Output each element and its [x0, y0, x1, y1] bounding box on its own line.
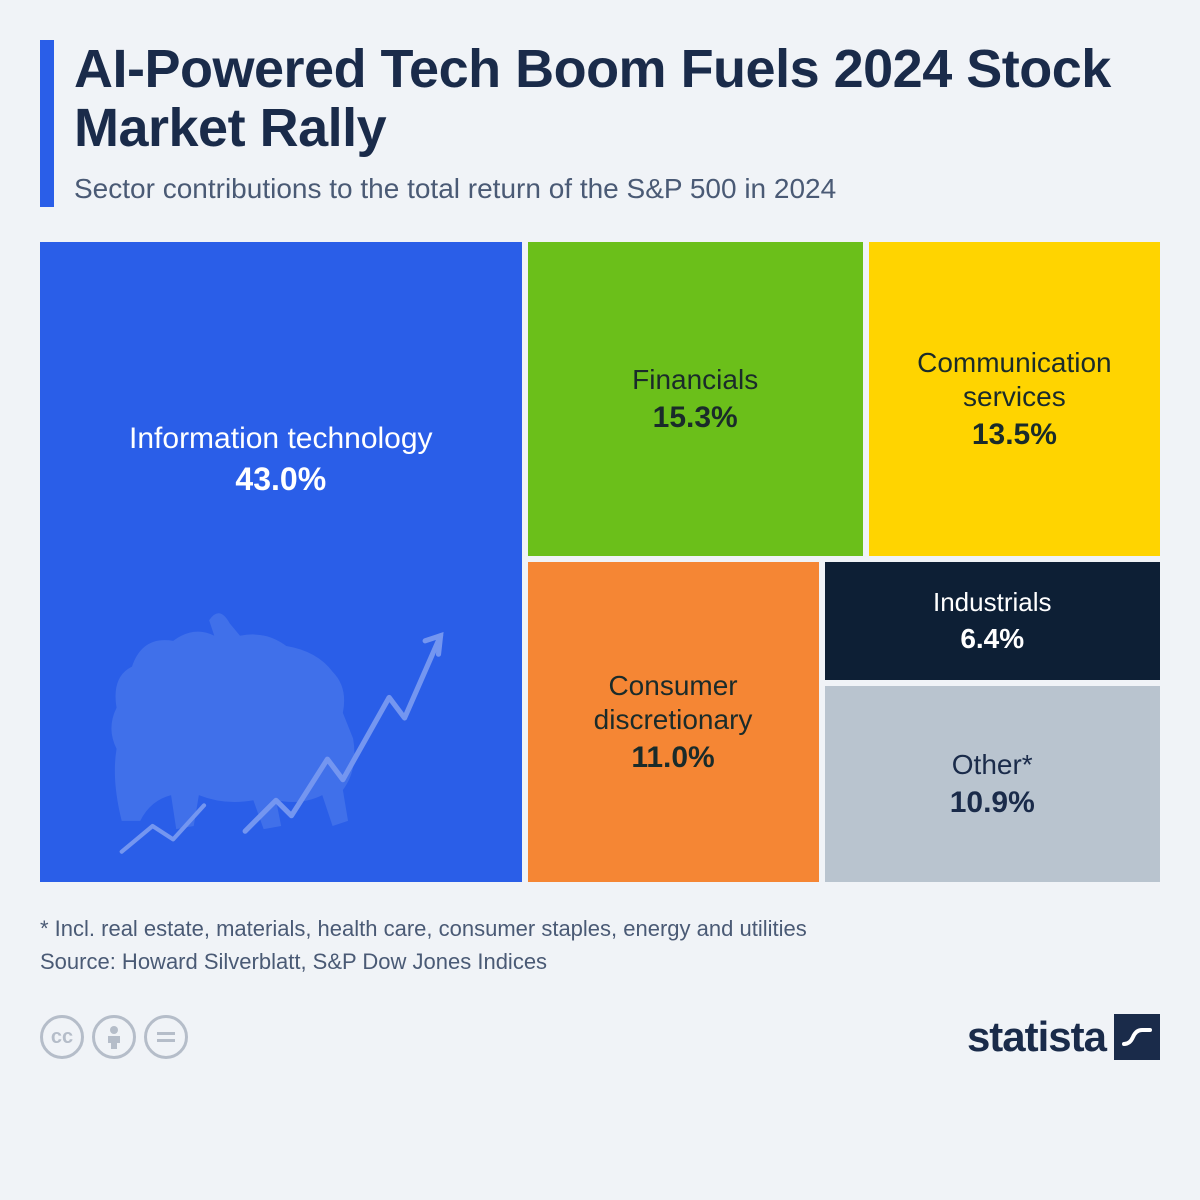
treemap-right-column: Financials 15.3% Communication services … — [528, 242, 1160, 882]
cell-content: Information technology 43.0% — [40, 421, 522, 498]
logo-text: statista — [967, 1013, 1106, 1061]
page-title: AI-Powered Tech Boom Fuels 2024 Stock Ma… — [74, 40, 1160, 159]
cell-value: 6.4% — [960, 623, 1024, 655]
cell-value: 43.0% — [40, 461, 522, 498]
cell-label: Other* — [952, 748, 1033, 782]
treemap-row-top: Financials 15.3% Communication services … — [528, 242, 1160, 556]
accent-bar — [40, 40, 54, 207]
footer: cc statista — [40, 1013, 1160, 1061]
bull-chart-icon — [60, 574, 471, 862]
header: AI-Powered Tech Boom Fuels 2024 Stock Ma… — [40, 40, 1160, 207]
cc-label: cc — [51, 1026, 73, 1049]
page-subtitle: Sector contributions to the total return… — [74, 171, 1160, 207]
cell-label: Communication services — [879, 346, 1150, 413]
cell-value: 11.0% — [631, 741, 714, 775]
statista-logo: statista — [967, 1013, 1160, 1061]
treemap-cell-other: Other* 10.9% — [825, 686, 1161, 882]
cell-label: Industrials — [933, 587, 1052, 618]
treemap-cell-financials: Financials 15.3% — [528, 242, 863, 556]
source-text: Source: Howard Silverblatt, S&P Dow Jone… — [40, 945, 1160, 978]
cell-value: 15.3% — [653, 401, 738, 435]
treemap-row-bottom: Consumer discretionary 11.0% Industrials… — [528, 562, 1160, 882]
treemap-cell-industrials: Industrials 6.4% — [825, 562, 1161, 681]
cc-nd-icon — [144, 1015, 188, 1059]
cell-value: 10.9% — [950, 786, 1035, 820]
cc-license-icons: cc — [40, 1015, 188, 1059]
cc-by-icon — [92, 1015, 136, 1059]
treemap-cell-communication: Communication services 13.5% — [869, 242, 1160, 556]
treemap-cell-consumer: Consumer discretionary 11.0% — [528, 562, 819, 882]
logo-mark-icon — [1114, 1014, 1160, 1060]
treemap-chart: Information technology 43.0% Financials … — [40, 242, 1160, 882]
header-text: AI-Powered Tech Boom Fuels 2024 Stock Ma… — [74, 40, 1160, 207]
treemap-right-stack: Industrials 6.4% Other* 10.9% — [825, 562, 1161, 882]
cell-label: Consumer discretionary — [538, 669, 809, 736]
cell-value: 13.5% — [972, 418, 1057, 452]
treemap-cell-info-tech: Information technology 43.0% — [40, 242, 522, 882]
cc-icon: cc — [40, 1015, 84, 1059]
footnote-text: * Incl. real estate, materials, health c… — [40, 912, 1160, 945]
footnotes: * Incl. real estate, materials, health c… — [40, 912, 1160, 978]
cell-label: Information technology — [40, 421, 522, 457]
cell-label: Financials — [632, 363, 758, 397]
